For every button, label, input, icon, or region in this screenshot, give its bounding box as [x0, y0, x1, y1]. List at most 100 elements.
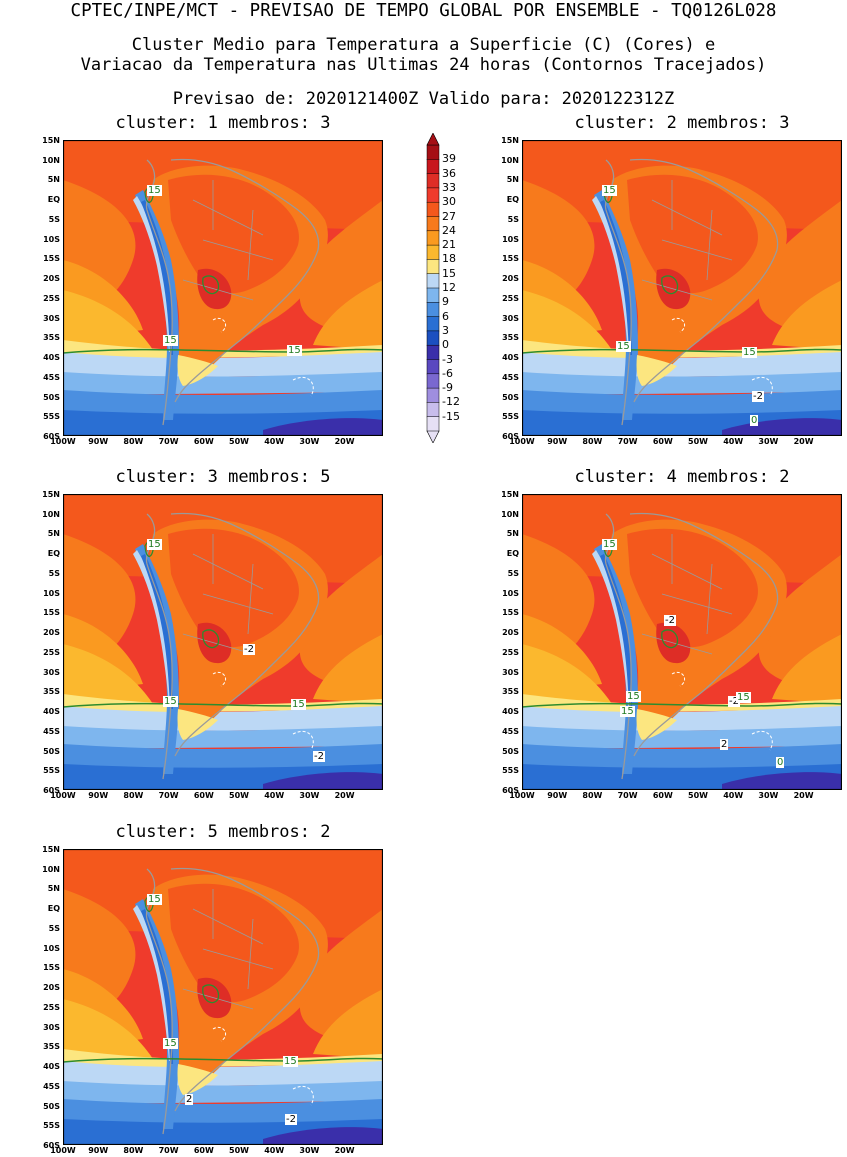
- panel-title-cluster-3: cluster: 3 membros: 5: [115, 467, 331, 487]
- map-frame: [522, 494, 842, 790]
- temperature-band-0: [263, 772, 383, 790]
- temperature-band-6: [522, 744, 842, 770]
- temperature-belt-15: [63, 340, 383, 360]
- temperature-band-6: [63, 744, 383, 770]
- contour-label: 15: [602, 185, 617, 196]
- colorbar-swatch: [426, 216, 440, 232]
- temperature-band-12: [63, 352, 383, 378]
- contour-label: 15: [147, 539, 162, 550]
- lon-label: 60W: [652, 791, 673, 800]
- coastline: [604, 158, 779, 426]
- lat-label: 60S: [43, 786, 60, 795]
- lon-label: 90W: [88, 791, 109, 800]
- temperature-ocean-mid-light: [63, 260, 383, 350]
- temperature-andes-core: [141, 554, 173, 709]
- contour-label: -2: [285, 1114, 297, 1125]
- lat-label: 60S: [502, 432, 519, 441]
- contour-dashed-white: [671, 672, 773, 751]
- lon-label: 80W: [123, 1146, 144, 1155]
- lon-label: 30W: [299, 1146, 320, 1155]
- lat-label: 15S: [43, 608, 60, 618]
- contour-green-hotspot: [661, 629, 679, 649]
- colorbar-tick-label: -3: [442, 352, 453, 366]
- contour-label: 15: [147, 185, 162, 196]
- country-border: [247, 918, 254, 990]
- lat-label: 40S: [43, 353, 60, 363]
- lat-label: 30S: [502, 313, 519, 323]
- lat-label: 50S: [43, 392, 60, 402]
- lon-label: 100W: [50, 791, 76, 800]
- lat-label: 5N: [506, 175, 519, 185]
- temperature-andes-blue: [594, 190, 638, 420]
- colorbar-swatch: [426, 344, 440, 361]
- country-border: [202, 948, 274, 970]
- lat-label: 60S: [43, 1141, 60, 1150]
- temperature-patagonia: [636, 709, 677, 740]
- lat-label: EQ: [47, 195, 60, 205]
- contour-label: 15: [163, 696, 178, 707]
- lat-label: 55S: [43, 412, 60, 422]
- colorbar-tick-label: 6: [442, 309, 449, 323]
- country-border: [661, 239, 733, 261]
- lon-label: 20W: [793, 791, 814, 800]
- lat-label: 20S: [43, 628, 60, 638]
- map-panel-cluster-5: 15N 10N 5N EQ 5S 10S 15S 20S 25S 30S 35S 40S 45S 50S 5…: [42, 845, 383, 1155]
- temperature-band-6: [63, 390, 383, 416]
- lat-label: 15N: [42, 490, 60, 499]
- contour-label: 0: [776, 757, 785, 768]
- lat-label: 5N: [47, 529, 60, 539]
- contour-green-hotspot: [202, 275, 220, 295]
- country-border: [247, 209, 254, 281]
- lon-label: 100W: [509, 437, 535, 446]
- temperature-continent-hot: [627, 174, 758, 294]
- contour-label: 15: [602, 539, 617, 550]
- contour-label: 15: [742, 347, 757, 358]
- colorbar-swatch: [426, 159, 440, 175]
- lat-label: 50S: [502, 392, 519, 402]
- lat-label: 5N: [506, 529, 519, 539]
- contour-dashed-white: [212, 1027, 314, 1106]
- lat-label: 60S: [43, 432, 60, 441]
- temperature-band-6: [63, 1099, 383, 1125]
- lon-label: 80W: [582, 437, 603, 446]
- header-line-3: Variacao da Temperatura nas Ultimas 24 h…: [80, 55, 767, 75]
- temperature-ocean-mid-light: [522, 614, 842, 704]
- lon-label: 80W: [123, 437, 144, 446]
- lon-label: 70W: [617, 437, 638, 446]
- country-border: [247, 563, 254, 635]
- lat-label: 45S: [502, 726, 519, 736]
- lon-label: 50W: [229, 1146, 249, 1155]
- contour-15-green: [63, 1057, 383, 1063]
- lon-label: 90W: [88, 1146, 109, 1155]
- lon-label: 60W: [193, 791, 214, 800]
- temperature-andes-blue: [135, 190, 179, 420]
- country-border: [192, 199, 264, 236]
- contour-label: 15: [147, 894, 162, 905]
- lat-label: 10S: [43, 234, 60, 244]
- header-line-1: CPTEC/INPE/MCT - PREVISAO DE TEMPO GLOBA…: [70, 1, 777, 21]
- lon-label: 70W: [617, 791, 638, 800]
- country-border: [706, 209, 713, 281]
- lat-label: 35S: [43, 333, 60, 343]
- contour-green-hotspot: [202, 984, 220, 1004]
- lat-label: 40S: [43, 707, 60, 717]
- temperature-continent-hot: [168, 174, 299, 294]
- colorbar-tick-label: 30: [442, 195, 456, 209]
- colorbar-tick-label: -6: [442, 366, 453, 380]
- colorbar-swatch: [426, 416, 440, 432]
- colorbar-swatch: [426, 230, 440, 246]
- lat-label: 5N: [47, 884, 60, 894]
- country-border: [202, 593, 274, 615]
- temperature-ocean-mid-light: [63, 614, 383, 704]
- temperature-band-0: [722, 772, 842, 790]
- header-line-2: Cluster Medio para Temperatura a Superfi…: [131, 35, 716, 55]
- lon-label: 60W: [193, 1146, 214, 1155]
- temperature-ocean-north-orange: [63, 889, 383, 1049]
- lon-label: 20W: [793, 437, 814, 446]
- lat-label: 20S: [43, 983, 60, 993]
- lat-label: 5S: [48, 923, 60, 933]
- colorbar-tick-label: 0: [442, 338, 449, 352]
- lat-label: 45S: [502, 372, 519, 382]
- lat-label: 5N: [47, 175, 60, 185]
- colorbar-bottom-arrow: [426, 430, 440, 443]
